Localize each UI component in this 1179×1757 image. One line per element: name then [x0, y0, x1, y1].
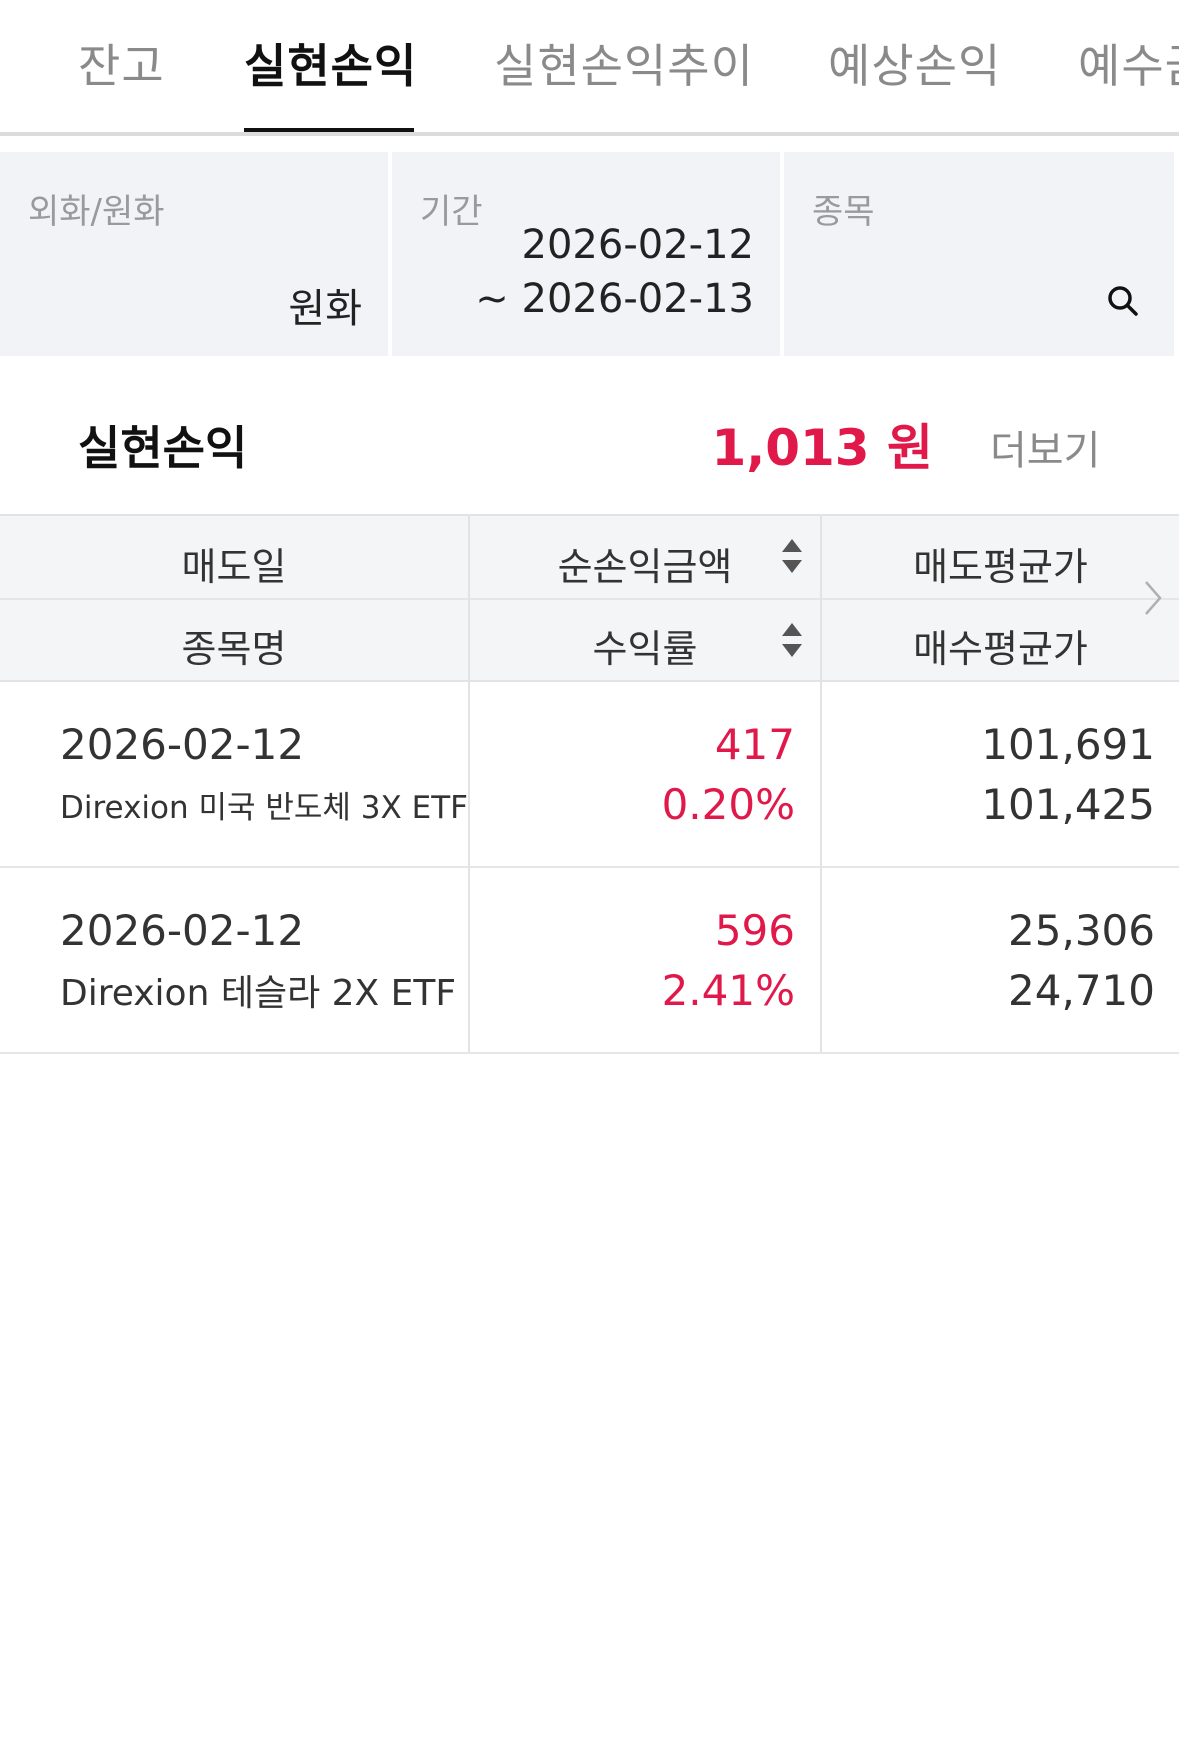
- summary-title: 실현손익: [78, 421, 248, 475]
- currency-filter-label: 외화/원화: [28, 192, 165, 232]
- header-sell-date: 매도일: [181, 545, 287, 589]
- search-icon[interactable]: [1106, 284, 1140, 318]
- tab-deposit[interactable]: 예수금: [1078, 39, 1179, 93]
- tab-realized-pnl-trend[interactable]: 실현손익추이: [494, 39, 754, 93]
- row-stock-name: Direxion 미국 반도체 3X ETF: [60, 790, 468, 826]
- tab-balance[interactable]: 잔고: [78, 39, 165, 93]
- header-stock-name: 종목명: [181, 627, 287, 671]
- header-return-rate[interactable]: 수익률: [592, 627, 698, 671]
- row-return-rate: 0.20%: [661, 780, 795, 829]
- tab-expected-pnl[interactable]: 예상손익: [828, 39, 1002, 93]
- chevron-right-icon[interactable]: [1141, 578, 1165, 618]
- header-buy-avg-price: 매수평균가: [913, 627, 1088, 671]
- column-divider: [468, 514, 470, 1054]
- total-realized-pnl: 1,013 원: [711, 419, 933, 477]
- tab-bar: 잔고 실현손익 실현손익추이 예상손익 예수금: [0, 0, 1179, 136]
- tab-realized-pnl[interactable]: 실현손익: [244, 39, 418, 93]
- header-divider: [0, 598, 1179, 600]
- filter-bar: 외화/원화 원화 기간 2026-02-12 ~ 2026-02-13 종목: [0, 152, 1179, 356]
- row-stock-name: Direxion 테슬라 2X ETF: [60, 973, 457, 1014]
- stock-filter-label: 종목: [812, 192, 875, 232]
- period-filter-label: 기간: [420, 192, 483, 232]
- row-net-profit: 417: [714, 720, 795, 769]
- period-end-date: ~ 2026-02-13: [475, 276, 754, 322]
- row-sell-date: 2026-02-12: [60, 720, 305, 769]
- header-sell-avg-price: 매도평균가: [913, 545, 1088, 589]
- period-start-date: 2026-02-12: [521, 222, 754, 268]
- currency-filter-value: 원화: [288, 286, 362, 332]
- stock-filter[interactable]: 종목: [784, 152, 1174, 356]
- table-header: 매도일 종목명 순손익금액 수익률 매도평균가 매수평균가: [0, 514, 1179, 682]
- row-net-profit: 596: [714, 906, 795, 955]
- row-sell-avg-price: 25,306: [1008, 906, 1155, 955]
- row-return-rate: 2.41%: [661, 966, 795, 1015]
- table-row[interactable]: 2026-02-12 Direxion 테슬라 2X ETF 596 2.41%…: [0, 868, 1179, 1054]
- active-tab-indicator: [244, 128, 414, 132]
- column-divider: [820, 514, 822, 1054]
- sort-return-rate-icon[interactable]: [780, 620, 804, 660]
- sort-net-profit-icon[interactable]: [780, 536, 804, 576]
- row-sell-avg-price: 101,691: [981, 720, 1155, 769]
- currency-filter[interactable]: 외화/원화 원화: [0, 152, 388, 356]
- row-buy-avg-price: 24,710: [1008, 966, 1155, 1015]
- header-net-profit[interactable]: 순손익금액: [557, 545, 733, 589]
- more-button[interactable]: 더보기: [990, 428, 1101, 474]
- row-buy-avg-price: 101,425: [981, 780, 1155, 829]
- table-row[interactable]: 2026-02-12 Direxion 미국 반도체 3X ETF 417 0.…: [0, 682, 1179, 868]
- row-sell-date: 2026-02-12: [60, 906, 305, 955]
- period-filter[interactable]: 기간 2026-02-12 ~ 2026-02-13: [392, 152, 780, 356]
